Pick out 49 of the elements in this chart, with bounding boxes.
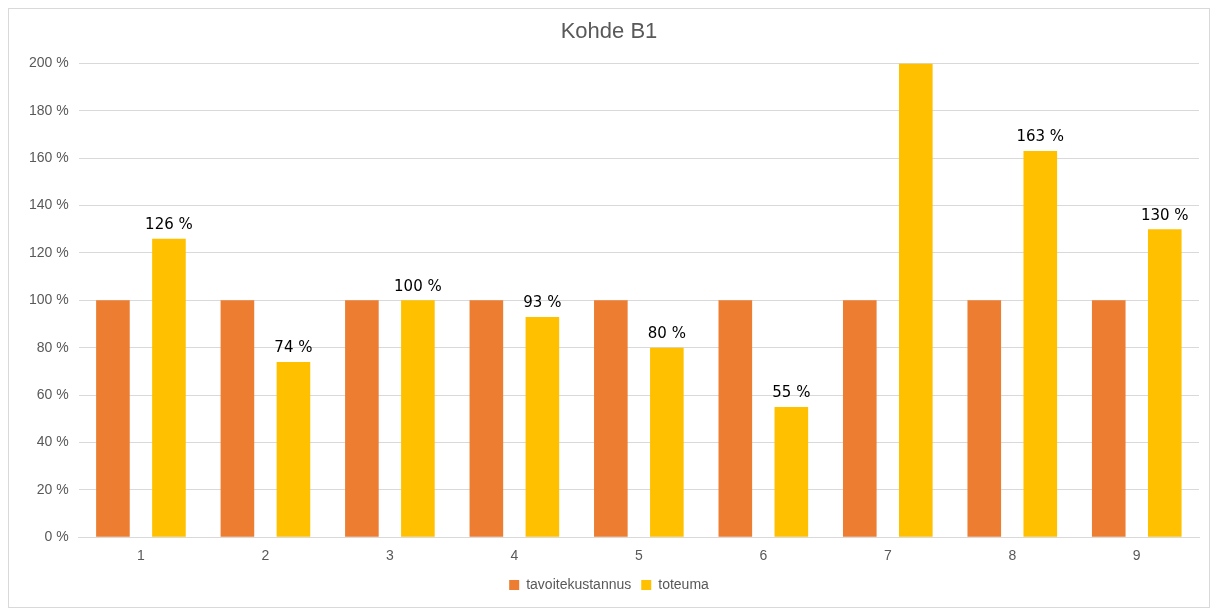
- bar: [842, 300, 877, 537]
- data-label: 93 %: [523, 293, 562, 312]
- x-tick-label: 2: [261, 547, 270, 564]
- legend-label: toteuma: [658, 575, 710, 592]
- x-tick-label: 5: [634, 547, 643, 564]
- bar: [276, 361, 311, 537]
- y-tick-label: 120 %: [28, 243, 69, 260]
- bar: [967, 300, 1002, 537]
- bar: [1023, 151, 1058, 537]
- data-label: 80 %: [647, 324, 686, 343]
- y-tick-label: 100 %: [28, 291, 69, 308]
- x-tick-label: 9: [1132, 547, 1141, 564]
- x-tick-label: 1: [137, 547, 146, 564]
- y-tick-label: 40 %: [36, 433, 69, 450]
- bar: [774, 406, 809, 537]
- y-tick-label: 0 %: [44, 528, 69, 545]
- data-label: 130 %: [1140, 205, 1189, 224]
- data-label: 126 %: [145, 215, 193, 234]
- bar: [650, 347, 684, 537]
- y-tick-label: 20 %: [36, 480, 69, 497]
- data-label: 100 %: [394, 276, 442, 295]
- y-tick-label: 60 %: [36, 385, 69, 402]
- data-label: 74 %: [274, 338, 313, 357]
- bar: [401, 300, 435, 537]
- data-label: 163 %: [1016, 127, 1065, 146]
- bar: [345, 300, 379, 537]
- bar: [1091, 300, 1126, 537]
- chart-title: Kohde B1: [560, 18, 658, 44]
- bar: [525, 316, 560, 537]
- y-tick-label: 80 %: [36, 338, 69, 355]
- bar: [718, 300, 753, 537]
- data-label: 55 %: [772, 383, 811, 402]
- legend-label: tavoitekustannus: [526, 575, 632, 592]
- x-tick-label: 7: [883, 547, 892, 564]
- bar: [96, 300, 130, 537]
- y-tick-label: 200 %: [28, 54, 69, 71]
- bar: [594, 300, 628, 537]
- x-tick-label: 6: [759, 547, 768, 564]
- bar: [220, 300, 255, 537]
- y-tick-label: 160 %: [28, 149, 69, 166]
- y-tick-label: 140 %: [28, 196, 69, 213]
- y-tick-label: 180 %: [28, 101, 69, 118]
- bar: [469, 300, 504, 537]
- bar: [899, 63, 933, 537]
- x-tick-label: 8: [1008, 547, 1017, 564]
- bar: [152, 238, 186, 537]
- bar: [1147, 229, 1182, 537]
- x-tick-label: 3: [385, 547, 394, 564]
- x-tick-label: 4: [510, 547, 519, 564]
